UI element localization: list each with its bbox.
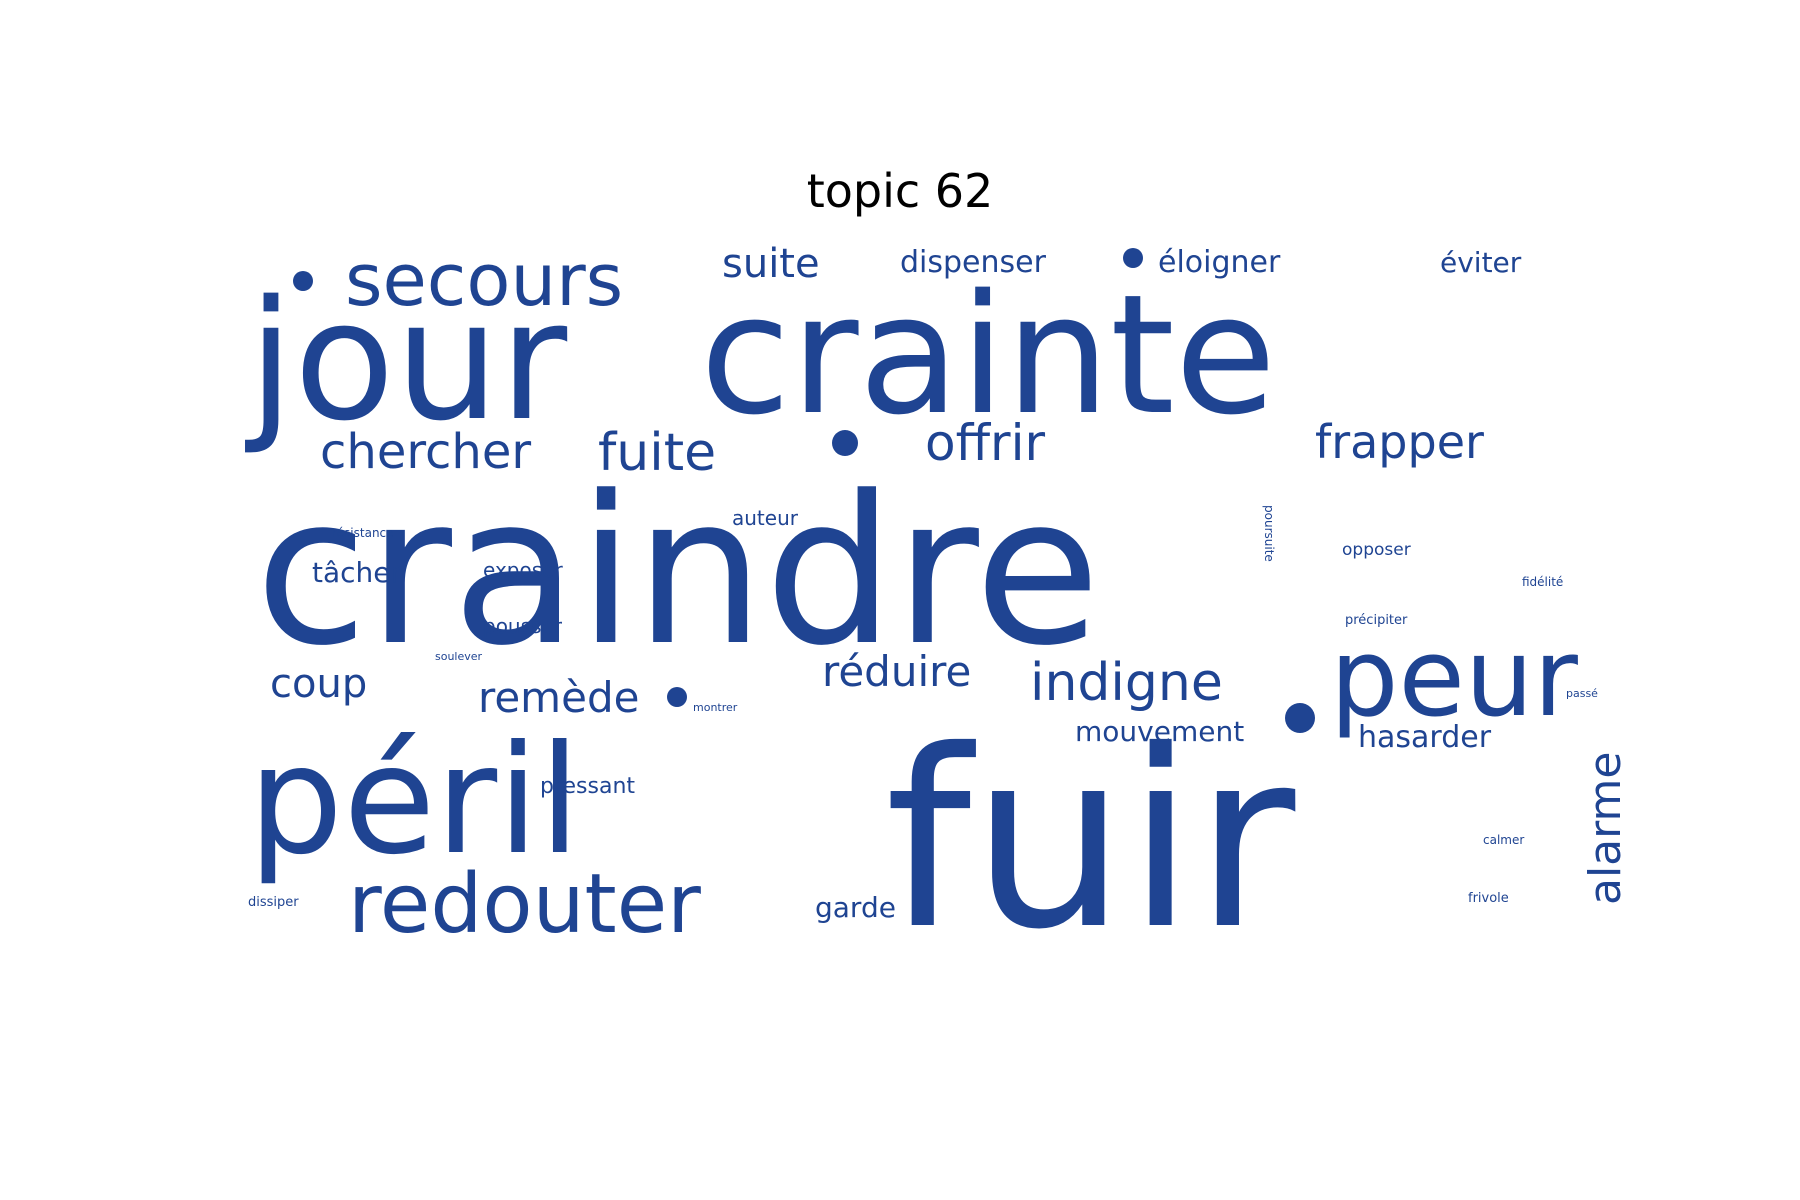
word-11: frapper <box>1315 415 1484 469</box>
word-34: soulever <box>435 650 483 663</box>
word-17: remède <box>478 673 639 722</box>
word-38: dissiper <box>248 895 299 910</box>
dot-4 <box>1285 703 1315 733</box>
word-24: garde <box>815 891 896 924</box>
word-39: frivole <box>1468 891 1509 906</box>
word-31: résistance <box>332 526 394 540</box>
word-37: calmer <box>1483 833 1524 847</box>
dot-0 <box>293 271 313 291</box>
word-30: poursuite <box>1262 505 1276 562</box>
word-26: exposer <box>483 558 563 582</box>
word-20: alarme <box>1580 752 1631 905</box>
word-8: chercher <box>320 424 531 480</box>
word-3: crainte <box>700 259 1276 451</box>
word-12: indigne <box>1030 653 1223 713</box>
word-4: péril <box>248 714 581 888</box>
word-35: montrer <box>693 701 738 714</box>
word-28: auteur <box>732 506 799 530</box>
word-5: redouter <box>348 857 701 952</box>
word-14: dispenser <box>900 245 1047 280</box>
word-13: suite <box>722 241 820 287</box>
word-22: hasarder <box>1358 720 1492 755</box>
word-21: mouvement <box>1075 715 1244 748</box>
word-15: éloigner <box>1158 245 1281 280</box>
word-18: réduire <box>822 647 971 696</box>
word-36: passé <box>1566 687 1598 700</box>
word-16: éviter <box>1440 246 1522 279</box>
dot-3 <box>667 687 687 707</box>
word-2: jour <box>245 265 567 457</box>
dot-2 <box>1123 248 1143 268</box>
word-32: fidélité <box>1522 575 1563 589</box>
word-29: opposer <box>1342 540 1411 560</box>
word-33: précipiter <box>1345 613 1408 628</box>
word-10: offrir <box>925 414 1045 472</box>
word-0: craindre <box>255 453 1101 691</box>
word-7: secours <box>345 238 623 322</box>
word-1: fuir <box>885 698 1296 983</box>
wordcloud-title: topic 62 <box>806 164 994 218</box>
word-9: fuite <box>598 423 716 483</box>
word-27: pousser <box>483 614 563 638</box>
word-25: pressant <box>540 774 635 799</box>
word-19: coup <box>270 661 367 707</box>
dot-1 <box>832 430 858 456</box>
word-6: peur <box>1330 616 1578 741</box>
word-23: tâcher <box>312 556 403 589</box>
